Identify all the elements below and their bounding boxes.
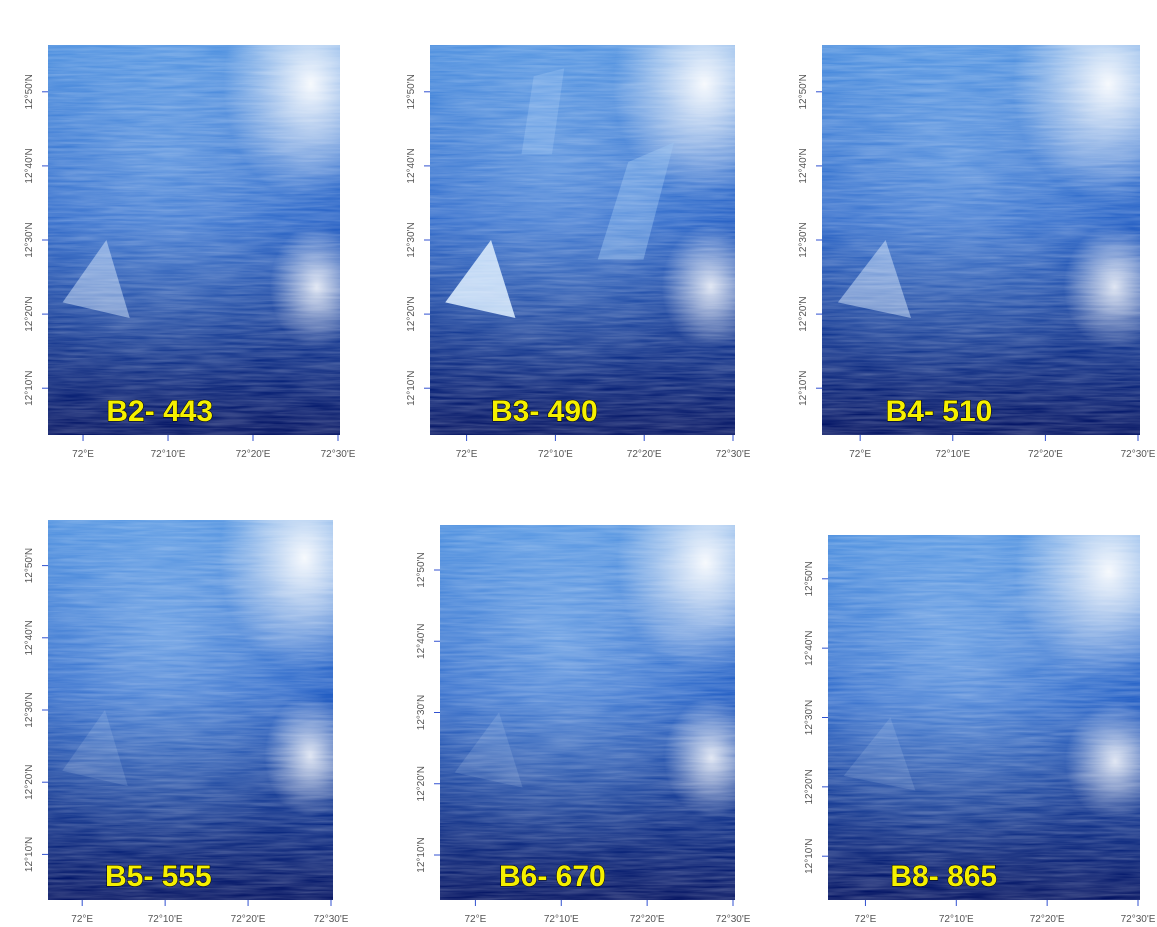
left-tick-label: 12°20'N bbox=[24, 765, 35, 800]
panel: 72°E 72°10'E 72°20'E 72°30'E 12°50'N 12°40'N 1… bbox=[804, 535, 1156, 925]
texture bbox=[828, 535, 1140, 900]
left-tick-label: 12°40'N bbox=[24, 620, 35, 655]
left-tick-label: 12°20'N bbox=[416, 766, 427, 801]
bottom-tick-label: 72°20'E bbox=[236, 449, 271, 460]
bottom-tick-label: 72°10'E bbox=[935, 449, 970, 460]
bottom-tick-label: 72°E bbox=[456, 449, 478, 460]
page: {"panels": [ {"label": "B2- 443", "botto… bbox=[0, 0, 1157, 927]
left-tick-label: 12°40'N bbox=[804, 630, 815, 665]
figure: 72°E 72°10'E 72°20'E 72°30'E 12°50'N 12°40'N 1… bbox=[0, 0, 1157, 927]
left-tick-label: 12°50'N bbox=[798, 74, 809, 109]
bottom-tick-label: 72°10'E bbox=[148, 914, 183, 925]
bottom-tick-label: 72°20'E bbox=[630, 914, 665, 925]
left-tick-label: 12°30'N bbox=[24, 692, 35, 727]
bottom-tick-label: 72°30'E bbox=[716, 449, 751, 460]
left-tick-label: 12°20'N bbox=[24, 296, 35, 331]
bottom-tick-label: 72°20'E bbox=[627, 449, 662, 460]
left-tick-label: 12°50'N bbox=[416, 552, 427, 587]
bottom-tick-label: 72°20'E bbox=[231, 914, 266, 925]
bottom-tick-label: 72°30'E bbox=[716, 914, 751, 925]
bottom-tick-label: 72°E bbox=[71, 914, 93, 925]
left-tick-label: 12°10'N bbox=[24, 837, 35, 872]
panel: 72°E 72°10'E 72°20'E 72°30'E 12°50'N 12°40'N 1… bbox=[24, 520, 349, 925]
bottom-tick-label: 72°20'E bbox=[1028, 449, 1063, 460]
panel-label: B5- 555 bbox=[105, 860, 212, 893]
texture bbox=[822, 45, 1140, 435]
bottom-tick-label: 72°30'E bbox=[314, 914, 349, 925]
left-tick-label: 12°40'N bbox=[406, 148, 417, 183]
panel-label: B2- 443 bbox=[106, 395, 213, 428]
texture bbox=[430, 45, 735, 435]
bottom-tick-label: 72°10'E bbox=[939, 914, 974, 925]
left-tick-label: 12°10'N bbox=[804, 839, 815, 874]
bottom-tick-label: 72°20'E bbox=[1030, 914, 1065, 925]
panel-label: B4- 510 bbox=[886, 395, 993, 428]
bottom-tick-label: 72°10'E bbox=[538, 449, 573, 460]
left-tick-label: 12°10'N bbox=[406, 371, 417, 406]
left-tick-label: 12°40'N bbox=[798, 148, 809, 183]
texture bbox=[440, 525, 735, 900]
bottom-tick-label: 72°10'E bbox=[544, 914, 579, 925]
bottom-tick-label: 72°E bbox=[72, 449, 94, 460]
texture bbox=[48, 520, 333, 900]
left-tick-label: 12°50'N bbox=[804, 561, 815, 596]
left-tick-label: 12°10'N bbox=[416, 837, 427, 872]
left-tick-label: 12°10'N bbox=[24, 371, 35, 406]
bottom-tick-label: 72°10'E bbox=[151, 449, 186, 460]
left-tick-label: 12°50'N bbox=[24, 548, 35, 583]
bottom-tick-label: 72°E bbox=[465, 914, 487, 925]
left-tick-label: 12°30'N bbox=[804, 700, 815, 735]
left-tick-label: 12°30'N bbox=[406, 222, 417, 257]
bottom-tick-label: 72°30'E bbox=[1121, 449, 1156, 460]
left-tick-label: 12°40'N bbox=[416, 624, 427, 659]
panel: 72°E 72°10'E 72°20'E 72°30'E 12°50'N 12°40'N 1… bbox=[798, 45, 1156, 460]
panel: 72°E 72°10'E 72°20'E 72°30'E 12°50'N 12°40'N 1… bbox=[24, 45, 356, 460]
left-tick-label: 12°10'N bbox=[798, 371, 809, 406]
bottom-tick-label: 72°30'E bbox=[1121, 914, 1156, 925]
left-tick-label: 12°50'N bbox=[406, 74, 417, 109]
left-tick-label: 12°40'N bbox=[24, 148, 35, 183]
left-tick-label: 12°20'N bbox=[798, 296, 809, 331]
left-tick-label: 12°20'N bbox=[406, 296, 417, 331]
left-tick-label: 12°30'N bbox=[24, 222, 35, 257]
left-tick-label: 12°50'N bbox=[24, 74, 35, 109]
left-tick-label: 12°30'N bbox=[416, 695, 427, 730]
texture bbox=[48, 45, 340, 435]
left-tick-label: 12°20'N bbox=[804, 769, 815, 804]
panel: 72°E 72°10'E 72°20'E 72°30'E 12°50'N 12°40'N 1… bbox=[406, 45, 751, 460]
bottom-tick-label: 72°E bbox=[849, 449, 871, 460]
bottom-tick-label: 72°30'E bbox=[321, 449, 356, 460]
panel-label: B6- 670 bbox=[499, 860, 606, 893]
panel-label: B8- 865 bbox=[890, 860, 997, 893]
left-tick-label: 12°30'N bbox=[798, 222, 809, 257]
panel-label: B3- 490 bbox=[491, 395, 598, 428]
bottom-tick-label: 72°E bbox=[855, 914, 877, 925]
panel: 72°E 72°10'E 72°20'E 72°30'E 12°50'N 12°40'N 1… bbox=[416, 525, 751, 925]
